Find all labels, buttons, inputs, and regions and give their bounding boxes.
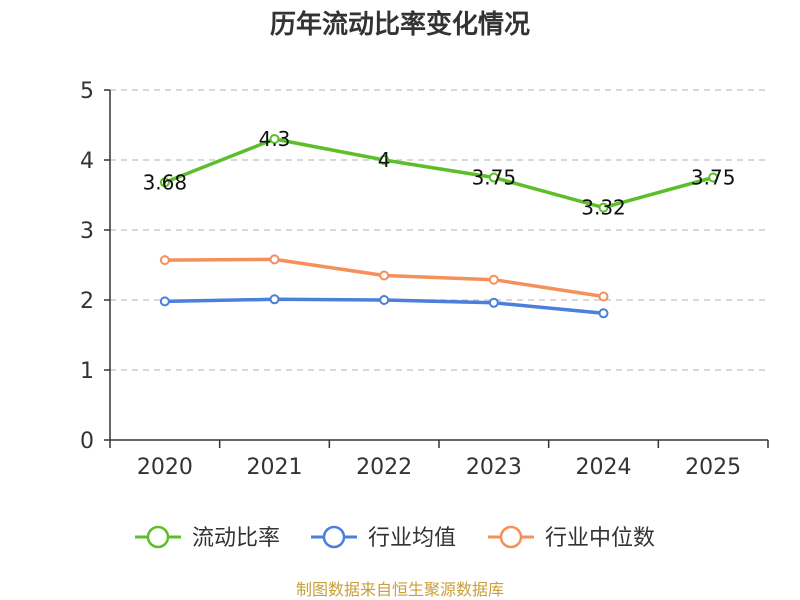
data-point <box>488 274 499 285</box>
data-point <box>269 134 280 144</box>
data-point <box>488 172 499 183</box>
x-tick-label: 2022 <box>356 455 412 480</box>
series-2 <box>159 294 609 319</box>
data-label: 3.68 <box>143 170 188 194</box>
data-point <box>488 297 499 308</box>
y-tick-label: 4 <box>80 149 94 174</box>
legend-item-3[interactable]: 行业中位数 <box>488 525 655 551</box>
data-point <box>379 155 390 165</box>
data-label: 3.75 <box>472 166 517 190</box>
data-point <box>598 202 609 213</box>
data-point <box>379 270 390 281</box>
source-note: 制图数据来自恒生聚源数据库 <box>296 580 504 599</box>
y-tick-label: 5 <box>80 79 94 104</box>
data-point <box>159 177 170 188</box>
series-1 <box>159 134 719 213</box>
data-label: 3.75 <box>691 166 736 190</box>
x-tick-label: 2020 <box>137 455 193 480</box>
legend-label: 行业中位数 <box>545 526 655 551</box>
legend: 流动比率 行业均值 行业中位数 <box>135 525 655 551</box>
y-tick-label: 3 <box>80 219 94 244</box>
series-group <box>159 134 719 319</box>
data-point <box>708 172 719 183</box>
data-point <box>269 254 280 265</box>
series-3 <box>159 254 609 302</box>
legend-marker-icon <box>499 525 523 549</box>
series-line <box>164 137 714 210</box>
data-labels: 3.68 4.3 4 3.75 3.32 3.75 <box>143 127 736 220</box>
legend-item-2[interactable]: 行业均值 <box>311 525 456 551</box>
data-point <box>159 255 170 266</box>
x-tick-label: 2024 <box>576 455 632 480</box>
y-tick-label: 1 <box>80 359 94 384</box>
x-tick-label: 2021 <box>247 455 303 480</box>
y-tick-label: 0 <box>80 429 94 454</box>
data-point <box>159 296 170 307</box>
legend-marker-icon <box>146 525 170 549</box>
data-point <box>598 308 609 319</box>
data-point <box>269 294 280 305</box>
x-tick-label: 2023 <box>466 455 522 480</box>
legend-label: 流动比率 <box>192 526 280 551</box>
legend-marker-icon <box>322 525 346 549</box>
data-label: 3.32 <box>581 196 626 220</box>
data-point <box>598 291 609 302</box>
x-tick-label: 2025 <box>685 455 741 480</box>
chart-title: 历年流动比率变化情况 <box>270 9 530 40</box>
y-tick-label: 2 <box>80 289 94 314</box>
legend-label: 行业均值 <box>368 526 456 551</box>
gridlines <box>110 89 768 371</box>
data-label: 4 <box>378 148 391 172</box>
axes: 0 1 2 3 4 5 2020 2021 2022 2023 2024 2025 <box>80 79 769 480</box>
data-point <box>379 295 390 305</box>
legend-item-1[interactable]: 流动比率 <box>135 525 280 551</box>
data-label: 4.3 <box>259 127 291 151</box>
